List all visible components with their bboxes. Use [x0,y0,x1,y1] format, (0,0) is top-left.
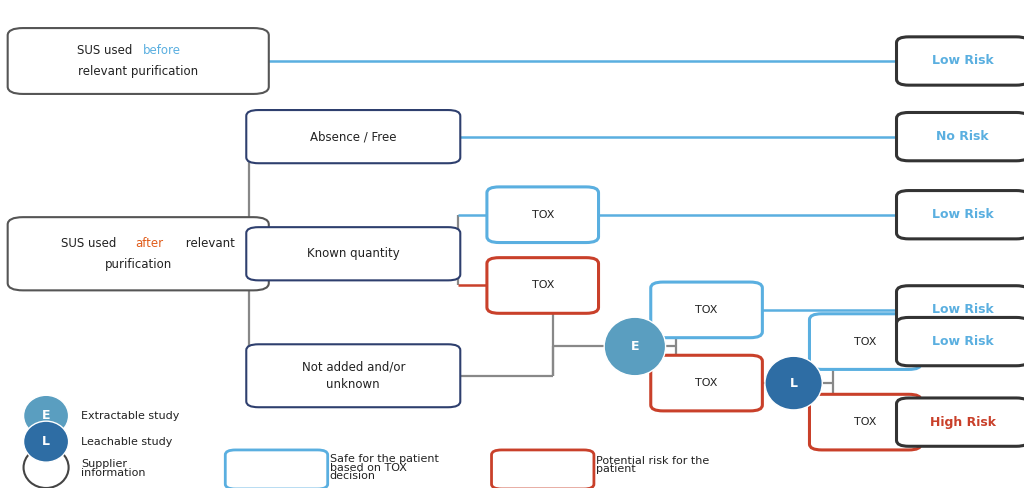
Text: Low Risk: Low Risk [932,55,993,67]
Text: Safe for the patient: Safe for the patient [330,454,438,464]
Text: patient: patient [596,465,636,474]
Text: SUS used: SUS used [61,237,121,249]
Ellipse shape [24,421,69,462]
Text: decision: decision [330,471,376,481]
Text: after: after [135,237,163,249]
Ellipse shape [24,447,69,488]
Text: TOX: TOX [854,417,877,427]
Text: unknown: unknown [327,378,380,391]
Text: Low Risk: Low Risk [932,304,993,316]
Ellipse shape [765,356,822,410]
Text: purification: purification [104,258,172,271]
Text: based on TOX: based on TOX [330,463,407,472]
Text: Supplier: Supplier [81,459,127,468]
FancyBboxPatch shape [897,37,1024,85]
Text: No Risk: No Risk [936,130,989,143]
FancyBboxPatch shape [809,394,922,450]
Text: Known quantity: Known quantity [307,247,399,260]
Text: relevant purification: relevant purification [78,65,199,78]
FancyBboxPatch shape [246,227,460,280]
FancyBboxPatch shape [897,190,1024,239]
FancyBboxPatch shape [492,450,594,488]
Text: Absence / Free: Absence / Free [310,130,396,143]
Text: before: before [143,44,181,57]
Text: SUS used: SUS used [77,44,136,57]
Ellipse shape [604,317,666,376]
FancyBboxPatch shape [809,314,922,369]
FancyBboxPatch shape [651,282,762,338]
Text: Low Risk: Low Risk [932,208,993,221]
FancyBboxPatch shape [897,286,1024,334]
FancyBboxPatch shape [897,398,1024,446]
Text: Not added and/or: Not added and/or [301,361,406,373]
FancyBboxPatch shape [897,113,1024,161]
FancyBboxPatch shape [246,345,460,407]
Text: TOX: TOX [854,337,877,346]
Text: E: E [631,340,639,353]
FancyBboxPatch shape [8,28,268,94]
Text: Leachable study: Leachable study [81,437,172,447]
Text: TOX: TOX [531,210,554,220]
Text: Potential risk for the: Potential risk for the [596,456,710,466]
Text: Extractable study: Extractable study [81,411,179,421]
FancyBboxPatch shape [487,187,598,243]
FancyBboxPatch shape [651,355,762,411]
FancyBboxPatch shape [897,317,1024,366]
FancyBboxPatch shape [487,258,598,313]
Text: Low Risk: Low Risk [932,335,993,348]
Text: E: E [42,409,50,422]
Text: High Risk: High Risk [930,416,995,428]
Ellipse shape [24,395,69,436]
FancyBboxPatch shape [225,450,328,488]
Text: TOX: TOX [531,281,554,290]
Text: L: L [42,435,50,448]
Text: TOX: TOX [695,378,718,388]
FancyBboxPatch shape [8,217,268,290]
Text: L: L [790,377,798,389]
FancyBboxPatch shape [246,110,460,163]
Text: information: information [81,468,145,478]
Text: TOX: TOX [695,305,718,315]
Text: relevant: relevant [182,237,236,249]
